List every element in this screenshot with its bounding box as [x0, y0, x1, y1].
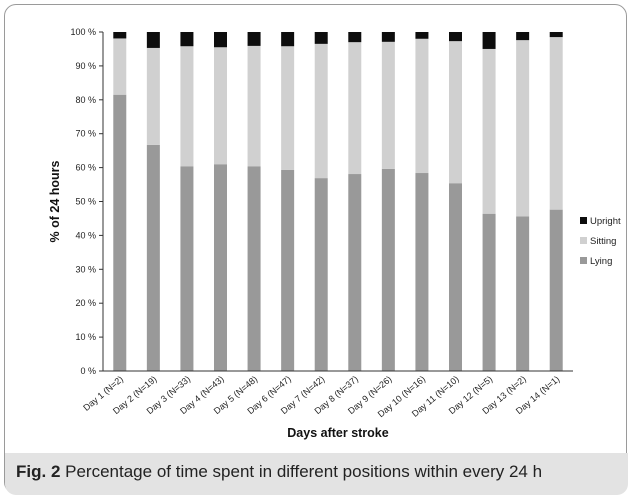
legend-swatch-upright	[580, 217, 587, 224]
bar-sitting-14	[549, 37, 563, 210]
bar-upright-2	[146, 32, 160, 48]
bar-upright-4	[214, 32, 227, 48]
bar-sitting-8	[348, 42, 362, 175]
bar-lying-11	[449, 183, 462, 371]
bar-lying-4	[214, 164, 227, 371]
legend-swatch-lying	[580, 257, 587, 264]
bar-upright-5	[247, 32, 261, 46]
bar-lying-13	[516, 216, 530, 371]
bar-upright-9	[381, 32, 395, 42]
y-tick-label: 100 %	[70, 27, 96, 37]
bar-upright-11	[449, 32, 462, 42]
bar-sitting-13	[516, 40, 530, 217]
bar-lying-7	[314, 178, 328, 371]
bar-lying-3	[180, 166, 194, 371]
legend: Upright Sitting Lying	[580, 216, 621, 267]
bar-upright-13	[516, 32, 530, 41]
caption-label: Fig. 2	[16, 462, 61, 481]
figure-caption: Fig. 2 Percentage of time spent in diffe…	[5, 453, 628, 495]
bar-lying-2	[146, 144, 160, 371]
y-tick-label: 80 %	[75, 95, 96, 105]
bar-lying-8	[348, 174, 362, 371]
x-axis-ticks: Day 1 (N=2)Day 2 (N=19)Day 3 (N=33)Day 4…	[81, 374, 561, 419]
bar-sitting-5	[247, 45, 261, 167]
y-tick-label: 70 %	[75, 129, 96, 139]
bar-sitting-4	[214, 47, 227, 165]
bar-sitting-6	[281, 46, 295, 170]
stacked-bar-chart: 0 % 10 % 20 % 30 % 40 % 50 % 60 % 70 % 80 % 90 % 1…	[48, 27, 621, 440]
bar-upright-10	[415, 32, 429, 39]
bar-upright-7	[314, 32, 328, 44]
bar-sitting-10	[415, 38, 429, 174]
bar-upright-6	[281, 32, 295, 47]
bar-lying-6	[281, 169, 295, 371]
y-tick-label: 0 %	[80, 366, 96, 376]
figure-frame: 0 % 10 % 20 % 30 % 40 % 50 % 60 % 70 % 80 % 90 % 1…	[4, 4, 628, 495]
bar-sitting-9	[381, 41, 395, 169]
y-axis-title: % of 24 hours	[48, 160, 62, 242]
bar-lying-9	[381, 168, 395, 371]
bar-lying-1	[113, 94, 127, 371]
legend-label-lying: Lying	[590, 256, 612, 267]
y-tick-label: 10 %	[75, 332, 96, 342]
bar-lying-10	[415, 173, 429, 371]
legend-label-sitting: Sitting	[590, 236, 616, 247]
y-axis-ticks: 0 % 10 % 20 % 30 % 40 % 50 % 60 % 70 % 80 % 90 % 1…	[70, 27, 103, 376]
bar-upright-12	[482, 32, 496, 49]
bar-sitting-1	[113, 38, 127, 95]
bar-lying-14	[549, 209, 563, 371]
legend-swatch-sitting	[580, 237, 587, 244]
y-tick-label: 40 %	[75, 230, 96, 240]
bar-sitting-2	[146, 47, 160, 145]
bar-sitting-3	[180, 46, 194, 167]
y-tick-label: 30 %	[75, 264, 96, 274]
y-tick-label: 60 %	[75, 163, 96, 173]
bars	[113, 32, 563, 371]
x-axis-title: Days after stroke	[287, 426, 388, 440]
caption-text: Percentage of time spent in different po…	[65, 462, 543, 481]
bar-sitting-7	[314, 43, 328, 179]
bar-sitting-12	[482, 48, 496, 214]
y-tick-label: 50 %	[75, 197, 96, 207]
bar-upright-14	[549, 32, 563, 38]
bar-upright-8	[348, 32, 362, 43]
legend-label-upright: Upright	[590, 216, 621, 227]
y-tick-label: 90 %	[75, 61, 96, 71]
bar-lying-12	[482, 213, 496, 371]
bar-upright-1	[113, 32, 127, 39]
bar-sitting-11	[449, 41, 462, 184]
bar-upright-3	[180, 32, 194, 47]
bar-lying-5	[247, 166, 261, 371]
y-tick-label: 20 %	[75, 298, 96, 308]
